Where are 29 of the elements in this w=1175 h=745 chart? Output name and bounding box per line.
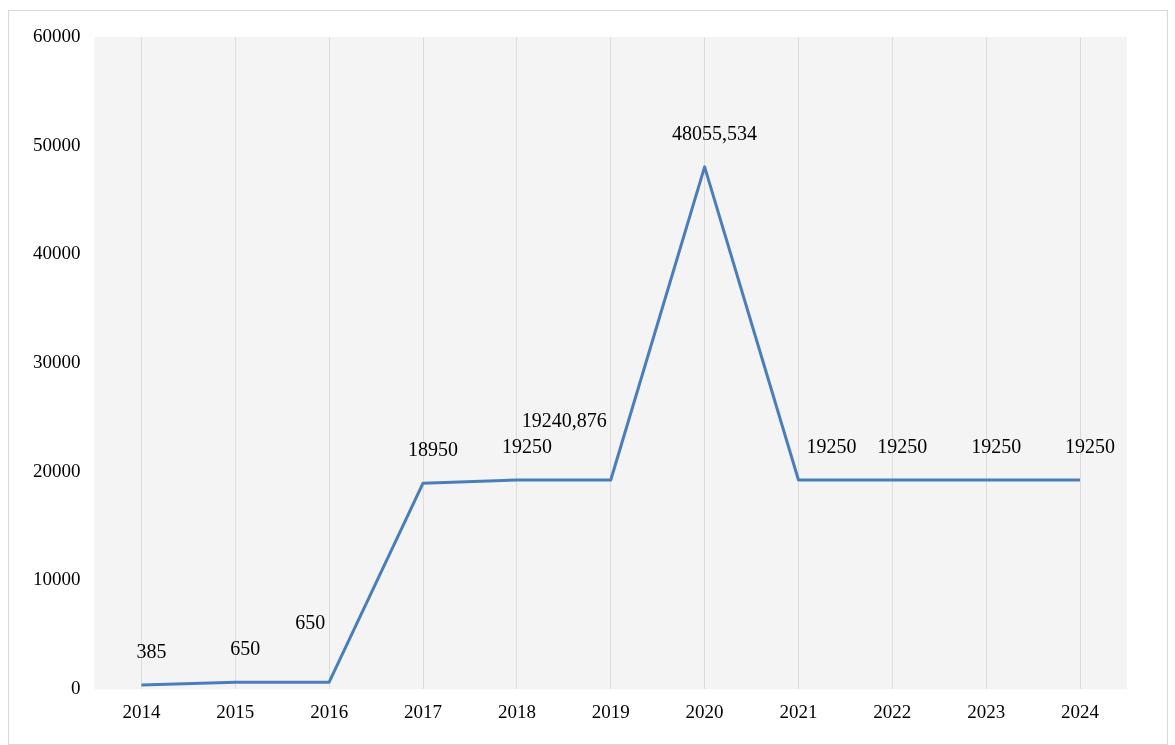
x-tick-label: 2014 [122,700,161,722]
y-tick-label: 30000 [33,351,81,373]
data-label: 19240,876 [521,409,607,432]
x-tick-label: 2022 [873,700,912,722]
x-tick-label: 2017 [404,700,443,722]
y-tick-label: 10000 [33,568,81,590]
data-label: 19250 [1065,435,1116,458]
x-tick-label: 2020 [685,700,724,722]
data-label: 19250 [501,435,552,458]
data-label: 385 [136,640,167,663]
data-label: 48055,534 [672,122,758,145]
y-tick-label: 40000 [33,242,81,264]
x-tick-label: 2015 [216,700,255,722]
y-tick-label: 50000 [33,133,81,155]
y-tick-label: 20000 [33,459,81,481]
data-label: 19250 [806,435,857,458]
y-tick-label: 60000 [33,24,81,46]
x-tick-label: 2024 [1061,700,1100,722]
x-tick-label: 2021 [779,700,818,722]
data-label: 650 [295,611,326,634]
data-label: 18950 [408,438,459,461]
x-tick-label: 2018 [497,700,536,722]
x-tick-label: 2023 [967,700,1006,722]
x-tick-label: 2016 [310,700,349,722]
data-label: 19250 [971,435,1022,458]
y-tick-label: 0 [71,677,81,699]
x-tick-label: 2019 [591,700,630,722]
data-label: 650 [230,637,261,660]
data-label: 19250 [877,435,928,458]
